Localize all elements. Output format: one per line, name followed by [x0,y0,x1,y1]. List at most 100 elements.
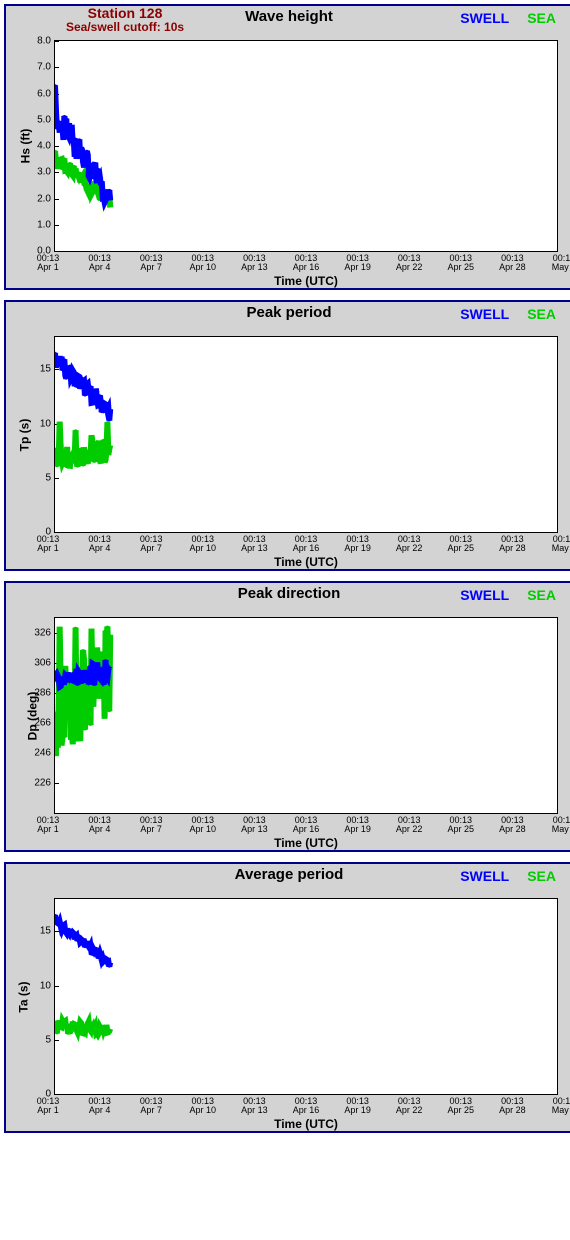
x-tick-label: 00:13Apr 7 [140,1097,163,1116]
x-tick-label: 00:13Apr 13 [241,1097,268,1116]
panel-header: Station 128Sea/swell cutoff: 10sWave hei… [6,6,570,40]
y-tick-label: 5.0 [37,114,55,125]
y-tick-label: 15 [40,926,55,937]
y-tick-label: 3.0 [37,167,55,178]
x-tick-label: 00:13Apr 16 [293,816,320,835]
series-svg [55,618,557,813]
x-tick-label: 00:13Apr 10 [190,1097,217,1116]
legend-sea: SEA [527,10,556,26]
y-tick-label: 10 [40,980,55,991]
x-tick-label: 00:13Apr 1 [37,1097,60,1116]
plot-area: 0.01.02.03.04.05.06.07.08.0 [54,40,558,252]
plot-area: 051015 [54,898,558,1095]
legend-swell: SWELL [460,868,509,884]
x-tick-label: 00:13Apr 19 [344,254,371,273]
panel-wave-height: Station 128Sea/swell cutoff: 10sWave hei… [4,4,570,290]
y-tick-label: 306 [34,658,55,669]
y-tick-label: 8.0 [37,36,55,47]
panel-peak-direction: Peak directionSWELLSEADp (deg)2262462662… [4,581,570,852]
x-tick-label: 00:13May 1 [552,1097,570,1116]
legend-swell: SWELL [460,306,509,322]
x-tick-label: 00:13Apr 13 [241,816,268,835]
panel-peak-period: Peak periodSWELLSEATp (s)05101500:13Apr … [4,300,570,571]
x-tick-label: 00:13Apr 16 [293,254,320,273]
y-tick-label: 2.0 [37,193,55,204]
x-tick-label: 00:13Apr 22 [396,816,423,835]
plot-wrap: Dp (deg)226246266286306326 [12,617,566,814]
x-tick-label: 00:13Apr 25 [448,254,475,273]
x-tick-label: 00:13Apr 16 [293,535,320,554]
y-tick-label: 10 [40,418,55,429]
y-tick-label: 286 [34,688,55,699]
x-tick-label: 00:13May 1 [552,254,570,273]
x-tick-label: 00:13Apr 19 [344,816,371,835]
y-tick-label: 15 [40,364,55,375]
y-tick-label: 6.0 [37,88,55,99]
x-tick-label: 00:13Apr 7 [140,254,163,273]
x-tick-label: 00:13Apr 13 [241,535,268,554]
x-axis: 00:13Apr 100:13Apr 400:13Apr 700:13Apr 1… [48,254,564,288]
x-tick-label: 00:13Apr 28 [499,535,526,554]
x-tick-label: 00:13Apr 25 [448,535,475,554]
plot-area: 051015 [54,336,558,533]
x-tick-label: 00:13Apr 28 [499,1097,526,1116]
series-svg [55,41,557,251]
plot-wrap: Tp (s) 051015 [12,336,566,533]
x-tick-label: 00:13Apr 22 [396,535,423,554]
legend: SWELL SEA [460,868,556,884]
x-tick-label: 00:13Apr 10 [190,254,217,273]
x-tick-label: 00:13Apr 7 [140,816,163,835]
swell-line [55,353,110,420]
x-axis: 00:13Apr 100:13Apr 400:13Apr 700:13Apr 1… [48,535,564,569]
y-tick-label: 266 [34,718,55,729]
x-tick-label: 00:13Apr 1 [37,816,60,835]
x-tick-label: 00:13Apr 25 [448,816,475,835]
legend-sea: SEA [527,306,556,322]
y-tick-mark [55,251,59,252]
panel-header: Peak periodSWELLSEA [6,302,570,336]
legend-swell: SWELL [460,10,509,26]
y-tick-label: 5 [45,1034,55,1045]
series-svg [55,337,557,532]
y-tick-mark [55,1094,59,1095]
x-tick-label: 00:13Apr 22 [396,254,423,273]
x-axis: 00:13Apr 100:13Apr 400:13Apr 700:13Apr 1… [48,1097,564,1131]
x-tick-label: 00:13Apr 1 [37,254,60,273]
x-tick-label: 00:13Apr 28 [499,254,526,273]
y-axis-label: Tp (s) [17,418,31,451]
x-tick-label: 00:13Apr 28 [499,816,526,835]
plot-area: 226246266286306326 [54,617,558,814]
x-tick-label: 00:13Apr 7 [140,535,163,554]
legend: SWELL SEA [460,306,556,322]
x-tick-label: 00:13May 1 [552,535,570,554]
y-tick-label: 326 [34,628,55,639]
y-axis-label: Hs (ft) [18,129,32,164]
x-tick-label: 00:13Apr 4 [88,535,111,554]
legend: SWELL SEA [460,587,556,603]
y-axis-label: Ta (s) [17,981,31,1012]
plot-wrap: Hs (ft) 0.01.02.03.04.05.06.07.08.0 [12,40,566,252]
x-tick-label: 00:13Apr 19 [344,535,371,554]
panel-header: Peak directionSWELLSEA [6,583,570,617]
y-tick-label: 4.0 [37,141,55,152]
legend-sea: SEA [527,868,556,884]
x-tick-label: 00:13Apr 19 [344,1097,371,1116]
y-tick-label: 5 [45,472,55,483]
x-tick-label: 00:13Apr 10 [190,535,217,554]
x-tick-label: 00:13Apr 10 [190,816,217,835]
x-tick-label: 00:13Apr 16 [293,1097,320,1116]
x-tick-label: 00:13Apr 4 [88,816,111,835]
legend-sea: SEA [527,587,556,603]
x-tick-label: 00:13Apr 13 [241,254,268,273]
x-tick-label: 00:13Apr 22 [396,1097,423,1116]
x-tick-label: 00:13May 1 [552,816,570,835]
x-tick-label: 00:13Apr 4 [88,1097,111,1116]
plot-wrap: Ta (s) 051015 [12,898,566,1095]
x-tick-label: 00:13Apr 4 [88,254,111,273]
x-axis: 00:13Apr 100:13Apr 400:13Apr 700:13Apr 1… [48,816,564,850]
legend-swell: SWELL [460,587,509,603]
y-tick-label: 226 [34,778,55,789]
y-tick-label: 7.0 [37,62,55,73]
y-tick-label: 246 [34,747,55,758]
x-tick-label: 00:13Apr 1 [37,535,60,554]
